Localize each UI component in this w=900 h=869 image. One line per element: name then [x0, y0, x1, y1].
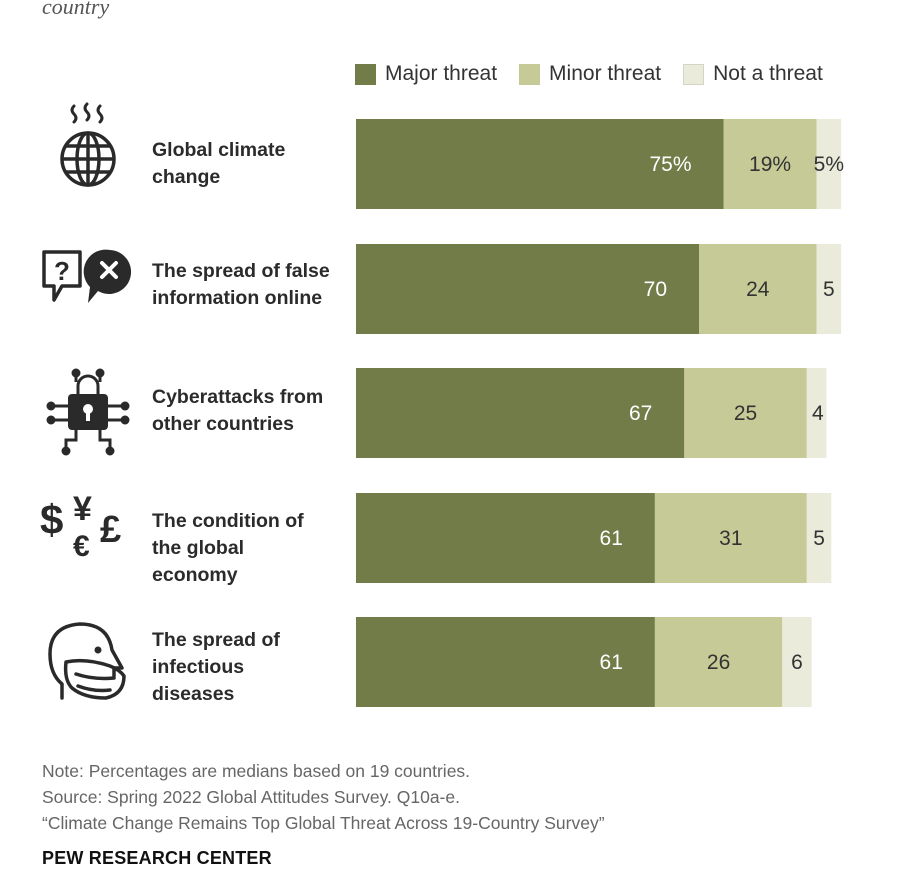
data-label-major: 61 — [600, 527, 623, 550]
chart-subtitle: country — [42, 0, 110, 19]
dollar-glyph: $ — [40, 496, 63, 543]
row-label-line: information online — [152, 287, 323, 309]
legend-item-none: Not a threat — [683, 62, 823, 86]
bar-segment-minor — [684, 368, 807, 458]
bar-segment-none — [816, 119, 842, 209]
row-label-line: Cyberattacks from — [152, 386, 324, 408]
row-label-false-info: The spread of false information online — [152, 258, 352, 312]
bar-segment-minor — [699, 244, 817, 334]
row-label-line: Global climate — [152, 139, 286, 161]
row-label-line: economy — [152, 564, 238, 586]
data-label-minor: 24 — [746, 278, 770, 301]
bar-segment-major — [356, 493, 655, 583]
row-label-climate: Global climate change — [152, 137, 352, 191]
stacked-bar-chart: 75% 19% 5% 70 24 5 67 25 4 61 31 5 61 26 6 — [356, 119, 844, 707]
row-label-line: infectious — [152, 656, 245, 678]
data-label-major: 70 — [644, 278, 667, 301]
bar-segment-none — [782, 617, 812, 707]
data-label-major: 75% — [649, 153, 691, 176]
row-label-line: The spread of false — [152, 260, 330, 282]
bar-segment-major — [356, 617, 655, 707]
row-label-cyberattacks: Cyberattacks from other countries — [152, 384, 352, 438]
row-label-economy: The condition of the global economy — [152, 508, 352, 589]
legend-item-minor: Minor threat — [519, 62, 661, 86]
row-label-line: the global — [152, 537, 245, 559]
row-label-line: diseases — [152, 683, 235, 705]
euro-glyph: € — [73, 530, 90, 563]
padlock-circuit-icon — [46, 368, 130, 456]
bar-segment-major — [356, 119, 724, 209]
bar-segment-minor — [654, 617, 783, 707]
bar-segment-none — [806, 493, 832, 583]
bar-segment-minor — [654, 493, 807, 583]
brand-logo-text: PEW RESEARCH CENTER — [42, 848, 272, 868]
face-mask-icon — [48, 622, 126, 700]
notes: Note: Percentages are medians based on 1… — [42, 758, 605, 836]
data-label-none: 6 — [791, 651, 803, 674]
globe-heat-icon — [60, 102, 116, 187]
currency-symbols-icon: $ ¥ € £ — [40, 490, 121, 563]
note-text: Note: Percentages are medians based on 1… — [42, 761, 471, 781]
data-label-none: 4 — [812, 402, 824, 425]
data-label-major: 61 — [600, 651, 623, 674]
row-label-line: other countries — [152, 413, 294, 435]
legend-label-major: Major threat — [385, 62, 498, 85]
legend-label-minor: Minor threat — [549, 62, 662, 85]
legend-swatch-minor — [519, 63, 541, 85]
bar-segment-minor — [723, 119, 817, 209]
row-label-diseases: The spread of infectious diseases — [152, 627, 352, 708]
legend-swatch-major — [355, 63, 376, 85]
data-label-minor: 31 — [719, 527, 742, 550]
data-label-none: 5 — [813, 527, 825, 550]
pound-glyph: £ — [100, 509, 121, 551]
bar-segment-major — [356, 244, 699, 334]
report-title: “Climate Change Remains Top Global Threa… — [42, 813, 605, 833]
row-label-line: The spread of — [152, 629, 280, 651]
legend-item-major: Major threat — [355, 62, 497, 86]
row-label-line: change — [152, 166, 221, 188]
bar-segment-major — [356, 368, 685, 458]
row-label-line: The condition of — [152, 510, 304, 532]
data-label-none: 5 — [823, 278, 835, 301]
source-text: Source: Spring 2022 Global Attitudes Sur… — [42, 787, 460, 807]
bar-segment-none — [816, 244, 842, 334]
data-label-minor: 25 — [734, 402, 757, 425]
legend: Major threat Minor threat Not a threat — [355, 62, 823, 86]
data-label-minor: 19% — [749, 153, 791, 176]
data-label-none: 5% — [814, 153, 844, 176]
speech-bubbles-icon: ? — [42, 249, 132, 303]
data-label-minor: 26 — [707, 651, 730, 674]
bar-segment-none — [806, 368, 827, 458]
legend-label-none: Not a threat — [713, 62, 823, 85]
svg-text:?: ? — [54, 256, 70, 286]
legend-swatch-none — [683, 63, 705, 85]
data-label-major: 67 — [629, 402, 652, 425]
yen-glyph: ¥ — [73, 490, 92, 528]
